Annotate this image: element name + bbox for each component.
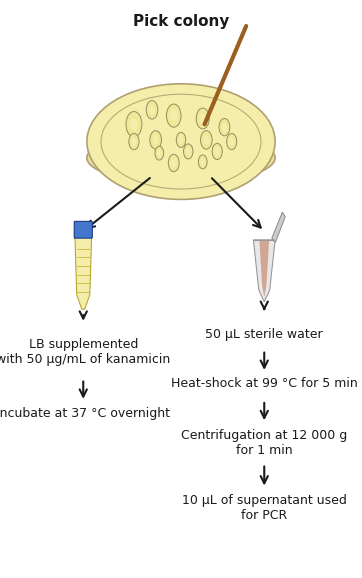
Ellipse shape [87,84,275,199]
Circle shape [131,138,136,146]
Circle shape [176,132,186,147]
Circle shape [168,154,179,172]
Circle shape [201,131,212,149]
Circle shape [178,136,184,144]
Text: 10 μL of supernatant used
for PCR: 10 μL of supernatant used for PCR [182,494,347,522]
Circle shape [222,123,227,131]
Circle shape [199,113,206,124]
Circle shape [153,135,159,144]
Circle shape [155,146,164,160]
Circle shape [227,134,237,150]
Circle shape [171,159,177,168]
Text: Heat-shock at 99 °C for 5 min: Heat-shock at 99 °C for 5 min [171,377,358,390]
Circle shape [184,144,193,159]
Circle shape [219,118,230,136]
Circle shape [170,110,177,121]
Ellipse shape [87,132,275,184]
Text: 50 μL sterile water: 50 μL sterile water [206,328,323,341]
Circle shape [198,155,207,169]
FancyBboxPatch shape [74,221,92,238]
Polygon shape [272,212,285,242]
Circle shape [149,105,155,114]
Circle shape [126,112,142,137]
Circle shape [146,101,158,119]
Text: Centrifugation at 12 000 g
for 1 min: Centrifugation at 12 000 g for 1 min [181,429,348,457]
Circle shape [167,104,181,127]
Text: Incubate at 37 °C overnight: Incubate at 37 °C overnight [0,407,170,420]
Circle shape [150,131,161,149]
Circle shape [229,138,234,146]
Polygon shape [259,240,269,297]
Text: LB supplemented
with 50 μg/mL of kanamicin: LB supplemented with 50 μg/mL of kanamic… [0,338,171,366]
Circle shape [201,158,205,165]
Circle shape [203,135,209,144]
Circle shape [157,150,161,157]
Polygon shape [253,240,275,302]
Polygon shape [75,237,92,309]
Circle shape [129,134,139,150]
Circle shape [196,108,209,129]
Circle shape [130,118,138,131]
Circle shape [212,143,222,160]
Circle shape [215,147,220,155]
Circle shape [186,147,191,155]
Text: Pick colony: Pick colony [133,14,229,29]
